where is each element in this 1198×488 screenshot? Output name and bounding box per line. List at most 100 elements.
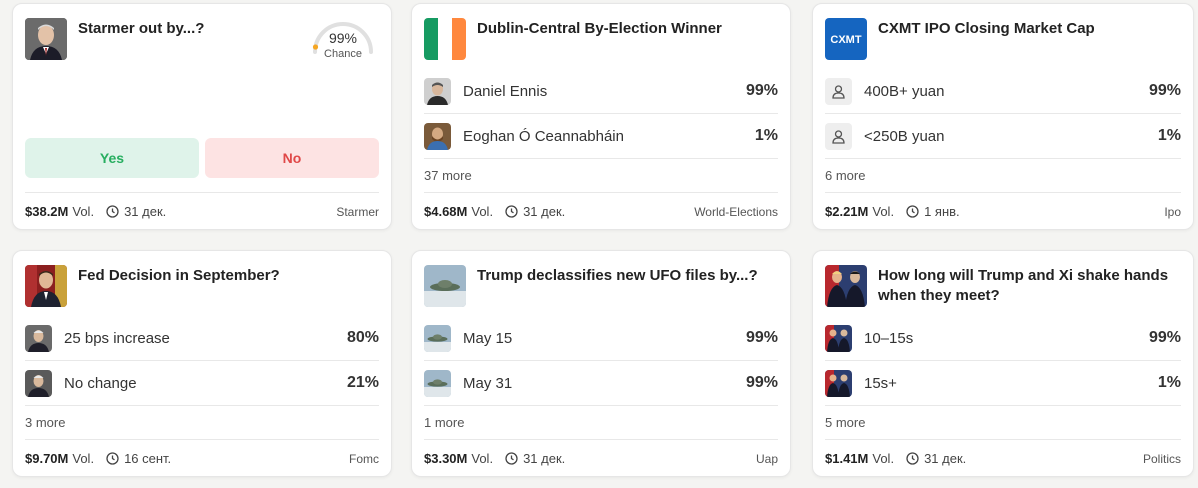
outcome-label: May 15 (463, 329, 513, 347)
buy-yes-button[interactable]: Yes (25, 138, 199, 178)
category-tag[interactable]: Politics (1142, 451, 1181, 466)
market-title[interactable]: CXMT IPO Closing Market Cap (878, 20, 1095, 37)
outcome-row[interactable]: 25 bps increase 80% (25, 316, 379, 361)
more-outcomes-link[interactable]: 3 more (25, 415, 66, 430)
outcome-label: 25 bps increase (64, 329, 170, 347)
outcome-photo (25, 324, 52, 352)
market-title[interactable]: Trump declassifies new UFO files by...? (477, 267, 758, 284)
outcome-row[interactable]: 10–15s 99% (825, 316, 1181, 361)
outcome-percent: 1% (1157, 374, 1181, 391)
market-title[interactable]: Starmer out by...? (78, 20, 205, 37)
market-card-dublin[interactable]: Dublin-Central By-Election Winner Daniel… (411, 3, 791, 230)
ufo-image (424, 369, 451, 397)
volume-label: Vol. (72, 204, 95, 219)
volume-amount: $2.21M (825, 204, 869, 219)
clock-icon (106, 452, 119, 465)
outcome-row[interactable]: Eoghan Ó Ceannabháin 1% (424, 114, 778, 159)
card-footer: $3.30M Vol. 31 дек. Uap (424, 439, 778, 477)
outcome-row[interactable]: No change 21% (25, 361, 379, 406)
svg-text:CXMT: CXMT (830, 34, 861, 46)
market-card-starmer[interactable]: Starmer out by...? 99% Chance Yes No $38… (12, 3, 392, 230)
card-footer: $4.68M Vol. 31 дек. World-Elections (424, 192, 778, 230)
end-date: 31 дек. (124, 204, 167, 219)
outcome-label: 15s+ (864, 374, 897, 392)
end-date: 31 дек. (924, 451, 967, 466)
outcome-percent: 80% (346, 329, 379, 346)
market-title[interactable]: Dublin-Central By-Election Winner (477, 20, 722, 37)
card-footer: $9.70M Vol. 16 сент. Fomc (25, 439, 379, 477)
market-card-handshake[interactable]: How long will Trump and Xi shake hands w… (812, 250, 1194, 477)
handshake-photo (825, 265, 867, 307)
volume-amount: $38.2M (25, 204, 69, 219)
outcome-label: Daniel Ennis (463, 82, 548, 100)
handshake-photo (825, 324, 852, 352)
outcome-percent: 1% (1157, 127, 1181, 144)
outcome-percent: 1% (754, 127, 778, 144)
volume-amount: $4.68M (424, 204, 468, 219)
chance-label: Chance (324, 48, 362, 60)
end-date: 1 янв. (924, 204, 960, 219)
card-footer: $1.41M Vol. 31 дек. Politics (825, 439, 1181, 477)
candidate-photo (424, 122, 451, 150)
outcome-percent: 99% (745, 374, 778, 391)
outcome-label: No change (64, 374, 137, 392)
fed-chair-photo (25, 265, 67, 307)
cxmt-logo: CXMT (825, 18, 867, 60)
clock-icon (505, 452, 518, 465)
market-title[interactable]: Fed Decision in September? (78, 267, 280, 284)
chance-gauge: 99% Chance (307, 14, 379, 64)
starmer-photo (25, 18, 67, 60)
clock-icon (106, 205, 119, 218)
card-footer: $38.2M Vol. 31 дек. Starmer (25, 192, 379, 230)
volume-amount: $9.70M (25, 451, 69, 466)
outcome-label: 10–15s (864, 329, 914, 347)
category-tag[interactable]: Starmer (336, 204, 379, 219)
handshake-photo (825, 369, 852, 397)
more-outcomes-link[interactable]: 1 more (424, 415, 465, 430)
clock-icon (505, 205, 518, 218)
volume-label: Vol. (872, 451, 895, 466)
volume-label: Vol. (72, 451, 95, 466)
end-date: 16 сент. (124, 451, 172, 466)
volume-label: Vol. (471, 204, 494, 219)
chance-value: 99% (328, 30, 358, 46)
volume-label: Vol. (872, 204, 895, 219)
more-outcomes-link[interactable]: 37 more (424, 168, 472, 183)
clock-icon (906, 205, 919, 218)
category-tag[interactable]: Uap (755, 451, 778, 466)
outcome-percent: 21% (346, 374, 379, 391)
clock-icon (906, 452, 919, 465)
ufo-image (424, 265, 466, 307)
outcome-row[interactable]: 400B+ yuan 99% (825, 69, 1181, 114)
person-placeholder-icon (825, 122, 852, 150)
outcome-percent: 99% (1148, 82, 1181, 99)
more-outcomes-link[interactable]: 5 more (825, 415, 866, 430)
more-outcomes-link[interactable]: 6 more (825, 168, 866, 183)
market-card-cxmt[interactable]: CXMT CXMT IPO Closing Market Cap 400B+ y… (812, 3, 1194, 230)
ireland-flag-icon (424, 18, 466, 60)
outcome-label: May 31 (463, 374, 513, 392)
outcome-percent: 99% (745, 82, 778, 99)
end-date: 31 дек. (523, 204, 566, 219)
end-date: 31 дек. (523, 451, 566, 466)
volume-amount: $1.41M (825, 451, 869, 466)
outcome-row[interactable]: May 31 99% (424, 361, 778, 406)
category-tag[interactable]: Ipo (1164, 204, 1181, 219)
market-card-fed[interactable]: Fed Decision in September? 25 bps increa… (12, 250, 392, 477)
category-tag[interactable]: Fomc (349, 451, 379, 466)
outcome-row[interactable]: <250B yuan 1% (825, 114, 1181, 159)
volume-label: Vol. (471, 451, 494, 466)
outcome-percent: 99% (745, 329, 778, 346)
outcome-percent: 99% (1148, 329, 1181, 346)
market-title[interactable]: How long will Trump and Xi shake hands w… (878, 267, 1169, 304)
outcome-label: Eoghan Ó Ceannabháin (463, 127, 624, 145)
buy-no-button[interactable]: No (205, 138, 379, 178)
candidate-photo (424, 77, 451, 105)
ufo-image (424, 324, 451, 352)
volume-amount: $3.30M (424, 451, 468, 466)
market-card-ufo[interactable]: Trump declassifies new UFO files by...? … (411, 250, 791, 477)
outcome-row[interactable]: Daniel Ennis 99% (424, 69, 778, 114)
category-tag[interactable]: World-Elections (694, 204, 778, 219)
outcome-row[interactable]: 15s+ 1% (825, 361, 1181, 406)
outcome-row[interactable]: May 15 99% (424, 316, 778, 361)
